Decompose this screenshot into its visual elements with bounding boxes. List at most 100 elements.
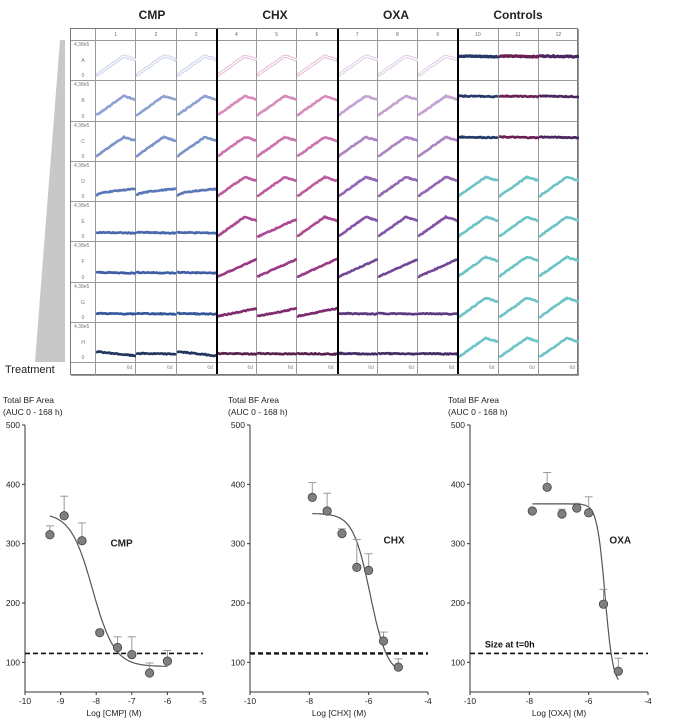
well-F7 — [337, 242, 379, 283]
data-point — [542, 482, 552, 492]
y-axis-label: (AUC 0 - 168 h) — [448, 407, 508, 417]
y-min-label: 0 — [81, 194, 85, 200]
growth-curve — [337, 95, 379, 117]
y-tick-label: 200 — [6, 598, 20, 608]
well-A4 — [216, 41, 258, 82]
curve-line — [498, 215, 540, 238]
growth-curve — [216, 258, 258, 278]
growth-curve — [216, 215, 258, 237]
well-B9 — [417, 81, 459, 122]
chart-chx: Total BF Area (AUC 0 - 168 h) 100 200 300 400… — [228, 395, 432, 718]
curve-line — [296, 258, 338, 279]
well-G11 — [498, 282, 540, 323]
y-tick-label: 500 — [451, 420, 465, 430]
growth-curve — [256, 175, 298, 197]
well-C12 — [538, 121, 580, 162]
growth-curve — [417, 54, 459, 77]
curve-line — [176, 94, 218, 116]
growth-curve — [95, 349, 137, 358]
curve-inner — [217, 55, 257, 76]
curve-line — [498, 296, 540, 318]
data-point — [572, 503, 582, 513]
y-tick-label: 500 — [6, 420, 20, 430]
well-H1 — [95, 322, 137, 363]
curve-line — [457, 336, 499, 359]
curve-line — [216, 351, 258, 356]
growth-curve — [498, 175, 540, 198]
curve-line — [538, 54, 580, 59]
growth-curve — [538, 134, 580, 139]
growth-curve — [176, 187, 218, 197]
growth-curve — [95, 187, 137, 197]
data-point — [598, 599, 609, 609]
curve-line — [337, 311, 379, 316]
curve-line — [377, 94, 419, 117]
y-min-label: 0 — [81, 73, 85, 80]
growth-curve — [417, 94, 459, 117]
well-D11 — [498, 161, 540, 202]
x-tick-label: -8 — [526, 696, 534, 706]
growth-curve — [538, 54, 580, 59]
well-G8 — [377, 282, 419, 323]
curve-line — [95, 271, 137, 276]
well-C1 — [95, 121, 137, 162]
row-letter: H — [81, 339, 85, 346]
curve-inner — [137, 55, 176, 76]
y-max-label: 4,38e5 — [74, 323, 90, 330]
row-label-a: 4,38e5 A 0 — [71, 41, 96, 82]
data-point — [112, 642, 123, 653]
growth-curve — [457, 54, 500, 59]
growth-curve — [498, 256, 540, 278]
well-B3 — [176, 81, 218, 122]
growth-curve — [337, 135, 379, 158]
well-A3 — [175, 41, 218, 82]
curve-line — [377, 175, 419, 197]
well-F11 — [498, 242, 540, 283]
growth-curve — [498, 336, 540, 358]
curve-line — [498, 134, 540, 139]
curve-line — [216, 258, 258, 278]
time-label: 6d — [538, 363, 579, 376]
curve-line — [135, 187, 177, 196]
column-header: 1 — [96, 29, 137, 41]
well-B6 — [296, 81, 338, 122]
data-point — [364, 565, 374, 575]
growth-curve — [296, 306, 338, 318]
well-A12 — [538, 41, 580, 82]
well-D8 — [377, 161, 419, 202]
growth-curve — [176, 135, 218, 158]
curve-line — [417, 258, 459, 279]
x-tick-label: -6 — [164, 696, 172, 706]
growth-curve — [497, 54, 540, 59]
curve-line — [95, 94, 137, 116]
y-axis-label: (AUC 0 - 168 h) — [228, 407, 288, 417]
column-header: 5 — [257, 29, 298, 41]
group-title-controls: Controls — [493, 8, 543, 22]
curve-line — [377, 215, 419, 238]
well-C8 — [377, 121, 419, 162]
well-C9 — [417, 121, 459, 162]
curve-line — [296, 306, 338, 318]
x-tick-label: -7 — [128, 696, 136, 706]
data-point — [584, 508, 594, 518]
curve-line — [457, 255, 499, 278]
y-tick-label: 400 — [6, 479, 20, 489]
growth-curve — [498, 215, 540, 238]
well-H6 — [296, 322, 338, 363]
growth-curve — [216, 54, 258, 77]
growth-curve — [176, 311, 218, 316]
group-title-oxa: OXA — [382, 8, 410, 22]
row-letter: A — [81, 58, 85, 64]
column-header: 3 — [176, 29, 217, 41]
curve-line — [135, 270, 177, 275]
well-D12 — [538, 161, 580, 202]
well-E4 — [216, 202, 258, 243]
time-label: 6d — [216, 363, 257, 376]
well-G5 — [256, 282, 298, 323]
well-H2 — [135, 322, 177, 363]
curve-line — [256, 94, 298, 117]
well-B1 — [95, 81, 137, 122]
growth-curve — [377, 258, 419, 279]
well-H8 — [377, 322, 419, 363]
x-tick-label: -6 — [585, 696, 593, 706]
